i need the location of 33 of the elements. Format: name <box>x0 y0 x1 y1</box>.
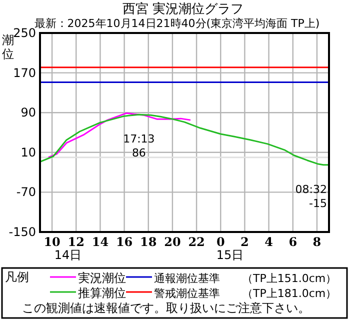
x-tick-label: 10 <box>44 235 60 249</box>
y-tick-label: 170 <box>13 66 36 80</box>
x-tick-label: 12 <box>68 235 84 249</box>
x-tick-label: 16 <box>116 235 133 249</box>
x-tick-label: 6 <box>288 235 298 249</box>
y-tick-label: 250 <box>13 26 36 40</box>
legend-title: 凡例 <box>5 270 29 284</box>
legend-label: 通報潮位基準 （TP上151.0cm） <box>154 272 337 285</box>
x-tick-label: 20 <box>164 235 181 249</box>
text: この観測値は速報値です。取り扱いにご注意下さい。 <box>22 301 310 315</box>
annotation: 17:13 <box>123 132 155 146</box>
x-tick-label: 8 <box>312 235 322 249</box>
y-tick-label: 10 <box>20 145 36 160</box>
legend-label: 推算潮位 <box>78 286 126 300</box>
y-axis-title: 潮位 <box>2 33 14 61</box>
x-tick-label: 0 <box>216 235 225 249</box>
chart-subtitle: 最新：2025年10月14日21時40分(東京湾平均海面 TP上) <box>34 17 320 30</box>
annotation: 86 <box>132 146 146 160</box>
text: 15日 <box>216 248 244 262</box>
x-tick-label: 4 <box>264 235 273 249</box>
y-tick-label: 90 <box>20 106 36 120</box>
annotation: -15 <box>309 196 327 210</box>
legend-label: 実況潮位 <box>78 271 126 285</box>
x-tick-label: 18 <box>140 235 157 249</box>
chart-title: 西宮 実況潮位グラフ <box>122 1 244 17</box>
y-tick-label: -70 <box>16 185 36 200</box>
text: 14日 <box>54 248 82 262</box>
x-tick-label: 2 <box>240 235 249 249</box>
annotation: 08:32 <box>295 182 327 196</box>
x-tick-label: 22 <box>188 235 205 249</box>
y-tick-label: -150 <box>8 225 36 239</box>
x-tick-label: 14 <box>92 235 109 249</box>
legend-label: 警戒潮位基準 （TP上181.0cm） <box>154 287 337 300</box>
